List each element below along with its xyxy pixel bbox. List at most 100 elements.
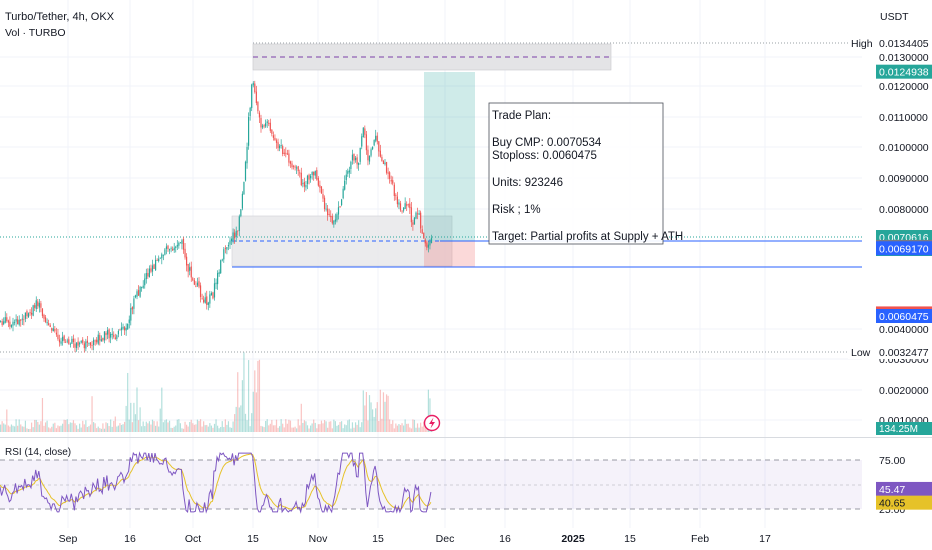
- candle: [195, 285, 197, 287]
- volume-bar: [4, 424, 6, 432]
- candle: [119, 329, 121, 331]
- rsi-label[interactable]: RSI (14, close): [5, 447, 71, 458]
- candle: [4, 317, 6, 323]
- candle: [430, 237, 433, 244]
- supply-zone[interactable]: [252, 43, 612, 71]
- candle: [415, 212, 417, 219]
- candle: [10, 325, 13, 327]
- volume-bar: [99, 428, 101, 432]
- volume-bar: [124, 421, 126, 432]
- rsi-current-value: 45.47: [879, 484, 905, 496]
- candle: [243, 182, 245, 195]
- volume-bar: [221, 421, 223, 432]
- stop-zone[interactable]: [424, 241, 475, 267]
- volume-bar: [3, 423, 5, 432]
- volume-bar: [224, 419, 226, 432]
- volume-bar: [283, 427, 285, 432]
- candle: [271, 129, 273, 134]
- candle: [89, 342, 92, 346]
- volume-bar: [96, 428, 98, 432]
- candle: [187, 264, 189, 272]
- candle: [182, 238, 185, 250]
- target-zone[interactable]: [424, 72, 475, 241]
- candle: [105, 332, 107, 336]
- candle: [102, 337, 104, 341]
- demand-zone[interactable]: [231, 215, 453, 267]
- time-tick-label: Feb: [691, 533, 709, 545]
- volume-bar: [144, 426, 146, 432]
- candle: [213, 283, 216, 298]
- volume-bar: [51, 426, 53, 432]
- candle: [31, 312, 33, 315]
- volume-bar: [77, 428, 79, 432]
- candle: [32, 305, 34, 316]
- volume-bar: [396, 425, 398, 432]
- candle: [51, 328, 53, 331]
- candle: [413, 217, 416, 225]
- volume-bar: [167, 422, 169, 432]
- volume-bar: [232, 421, 234, 432]
- candle: [358, 162, 360, 165]
- price-axis[interactable]: 0.0130000 0.0120000 0.0110000 0.0100000 0.00…: [879, 52, 929, 427]
- candle: [13, 322, 16, 324]
- volume-bar: [299, 425, 301, 432]
- candle: [274, 137, 276, 141]
- candle: [117, 330, 119, 335]
- volume-bar: [289, 420, 292, 432]
- candle: [179, 242, 181, 244]
- rsi-pane[interactable]: RSI (14, close): [0, 447, 862, 514]
- candle: [215, 282, 217, 285]
- volume-bar: [210, 425, 212, 432]
- candle: [240, 209, 242, 217]
- candle: [124, 327, 126, 331]
- symbol-title[interactable]: Turbo/Tether, 4h, OKX: [5, 11, 115, 23]
- candle: [77, 341, 79, 346]
- time-axis[interactable]: Sep 16 Oct 15 Nov 15 Dec 16 2025 15 Feb 17: [59, 533, 771, 545]
- candle: [136, 291, 138, 297]
- candle: [116, 335, 118, 339]
- volume-indicator-label[interactable]: Vol · TURBO: [5, 27, 66, 39]
- volume-bar: [57, 425, 59, 432]
- volume-bar: [155, 425, 157, 432]
- volume-bar: [406, 423, 408, 432]
- candle: [300, 172, 302, 186]
- candle: [17, 319, 19, 325]
- volume-bar: [354, 422, 357, 432]
- candle: [285, 152, 287, 154]
- price-tick-label: 0.0090000: [879, 173, 929, 185]
- candle: [122, 326, 124, 329]
- candle: [108, 329, 110, 339]
- volume-bar: [316, 428, 318, 432]
- volume-bar: [254, 370, 256, 432]
- volume-bar: [82, 420, 84, 432]
- candle: [399, 203, 402, 211]
- volume-bar: [390, 423, 392, 432]
- price-tick-label: 0.0080000: [879, 204, 929, 216]
- candle: [156, 259, 158, 261]
- volume-bar: [370, 402, 372, 432]
- volume-bar: [306, 425, 309, 432]
- candle: [390, 179, 392, 182]
- candle: [227, 245, 230, 247]
- time-tick-label: 16: [124, 533, 136, 545]
- candle: [86, 340, 88, 343]
- time-tick-label: 15: [247, 533, 259, 545]
- candle: [424, 239, 426, 244]
- candle: [196, 282, 199, 286]
- volume-bar: [206, 424, 208, 432]
- trade-plan-box[interactable]: Trade Plan: Buy CMP: 0.0070534 Stoploss:…: [488, 102, 683, 245]
- candle: [100, 339, 102, 342]
- candle: [58, 339, 61, 343]
- flash-icon[interactable]: [423, 414, 441, 432]
- candle: [147, 273, 149, 277]
- candle: [131, 307, 133, 310]
- volume-bar: [407, 423, 409, 432]
- volume-bar: [303, 420, 305, 432]
- candle: [302, 183, 304, 184]
- volume-bar: [274, 425, 276, 432]
- candle: [21, 318, 23, 320]
- candle: [403, 207, 405, 211]
- volume-bar: [128, 419, 130, 432]
